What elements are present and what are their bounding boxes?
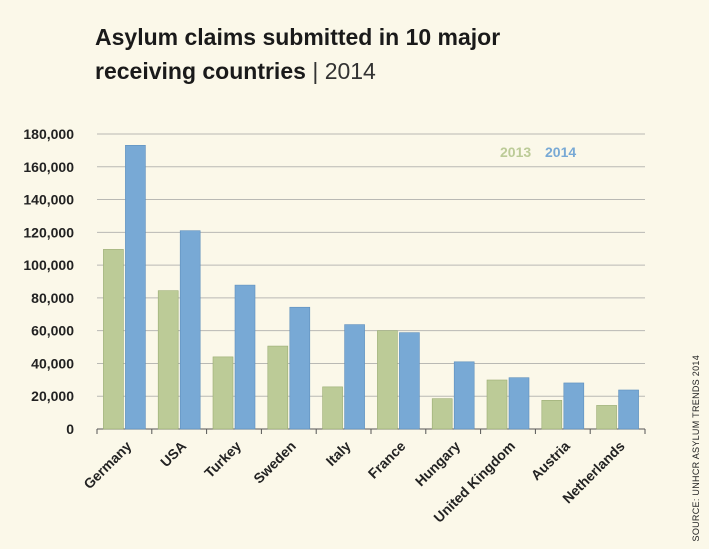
y-tick-label: 80,000 bbox=[31, 290, 74, 306]
y-tick-label: 100,000 bbox=[23, 257, 74, 273]
bar-2013-turkey bbox=[212, 356, 234, 430]
bar-2014-united-kingdom bbox=[508, 377, 530, 430]
x-tick-label: Germany bbox=[80, 438, 134, 492]
x-tick-label: France bbox=[365, 438, 409, 482]
bar-2014-italy bbox=[344, 324, 365, 430]
chart-title-line1: Asylum claims submitted in 10 major bbox=[95, 24, 501, 50]
x-tick-label: Hungary bbox=[412, 438, 464, 490]
bar-2013-hungary bbox=[431, 398, 453, 430]
bar-2013-italy bbox=[322, 386, 343, 430]
x-tick-label: Sweden bbox=[250, 438, 299, 487]
chart-title-year: 2014 bbox=[324, 58, 376, 84]
bar-2014-germany bbox=[125, 145, 146, 430]
bar-2013-france bbox=[377, 330, 398, 430]
chart-title: Asylum claims submitted in 10 major rece… bbox=[95, 20, 500, 88]
y-tick-label: 160,000 bbox=[23, 159, 74, 175]
bar-2014-usa bbox=[179, 230, 201, 430]
bar-2014-france bbox=[399, 332, 420, 430]
bar-2014-hungary bbox=[453, 361, 475, 430]
bar-2014-turkey bbox=[234, 284, 256, 430]
chart-title-line2: receiving countries bbox=[95, 58, 306, 84]
y-tick-label: 0 bbox=[66, 421, 74, 437]
y-tick-label: 40,000 bbox=[31, 355, 74, 371]
x-tick-label: USA bbox=[157, 438, 189, 470]
x-tick-label: Turkey bbox=[201, 438, 244, 481]
y-tick-label: 140,000 bbox=[23, 192, 74, 208]
bar-2014-austria bbox=[563, 382, 585, 430]
bar-2013-germany bbox=[103, 249, 124, 430]
y-tick-label: 120,000 bbox=[23, 224, 74, 240]
y-tick-label: 180,000 bbox=[23, 126, 74, 142]
bar-2014-netherlands bbox=[618, 389, 639, 430]
legend-item-2013: 2013 bbox=[500, 144, 531, 160]
bar-2013-austria bbox=[541, 400, 563, 430]
source-note: SOURCE: UNHCR ASYLUM TRENDS 2014 bbox=[691, 354, 701, 541]
bar-2014-sweden bbox=[289, 306, 311, 430]
bar-2013-netherlands bbox=[596, 405, 617, 430]
x-tick-label: Italy bbox=[323, 438, 354, 469]
y-tick-label: 60,000 bbox=[31, 323, 74, 339]
title-separator: | bbox=[312, 58, 319, 84]
legend-item-2014: 2014 bbox=[545, 144, 576, 160]
x-tick-label: Austria bbox=[528, 438, 574, 484]
bar-2013-sweden bbox=[267, 345, 289, 430]
bar-2013-usa bbox=[157, 290, 179, 430]
bar-2013-united-kingdom bbox=[486, 379, 508, 430]
y-tick-label: 20,000 bbox=[31, 388, 74, 404]
